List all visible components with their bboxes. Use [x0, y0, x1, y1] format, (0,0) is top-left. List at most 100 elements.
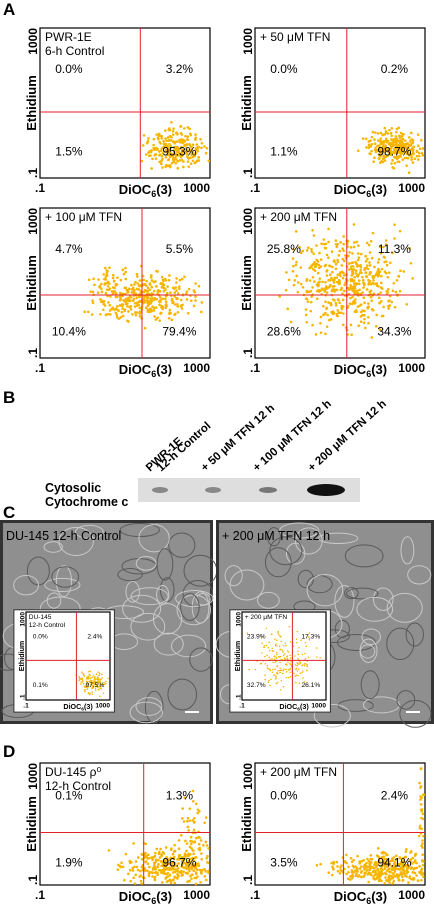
event-dot — [154, 153, 158, 156]
event-dot — [107, 677, 110, 680]
x-label-sub: 6 — [297, 706, 300, 712]
event-dot — [349, 283, 352, 287]
event-dot — [99, 685, 102, 688]
event-dot — [391, 138, 394, 142]
event-dot — [82, 679, 84, 681]
event-dot — [320, 242, 323, 246]
event-dot — [173, 149, 177, 152]
event-dot — [84, 686, 86, 689]
event-dot — [378, 328, 382, 331]
event-dot — [422, 875, 425, 879]
event-dot — [324, 300, 327, 304]
quadrant-percent: 0.1% — [55, 789, 83, 803]
event-dot — [328, 264, 331, 267]
event-dot — [305, 645, 308, 648]
x-tick-label: .1 — [35, 361, 45, 375]
event-dot — [138, 295, 141, 299]
y-tick-label: .1 — [241, 348, 255, 358]
event-dot — [180, 154, 183, 158]
event-dot — [198, 846, 202, 850]
event-dot — [129, 308, 133, 311]
event-dot — [205, 856, 208, 860]
event-dot — [181, 138, 185, 142]
event-dot — [137, 303, 141, 307]
event-dot — [285, 271, 288, 274]
event-dot — [133, 283, 136, 286]
event-dot — [152, 306, 156, 310]
event-dot — [103, 266, 107, 270]
cell-texture — [51, 566, 80, 588]
event-dot — [331, 298, 335, 301]
event-dot — [165, 304, 168, 308]
event-dot — [390, 134, 393, 138]
event-dot — [164, 129, 167, 132]
event-dot — [203, 868, 206, 871]
event-dot — [384, 851, 387, 855]
event-dot — [207, 846, 210, 850]
event-dot — [333, 290, 336, 293]
event-dot — [93, 677, 96, 679]
event-dot — [388, 141, 392, 145]
event-dot — [362, 286, 365, 289]
cell-texture — [386, 592, 423, 623]
event-dot — [96, 682, 98, 684]
event-dot — [192, 865, 195, 868]
event-dot — [264, 655, 266, 658]
event-dot — [161, 166, 164, 169]
event-dot — [184, 871, 188, 875]
event-dot — [350, 876, 354, 880]
event-dot — [148, 282, 152, 285]
event-dot — [400, 860, 403, 864]
event-dot — [312, 252, 316, 256]
event-dot — [310, 247, 313, 251]
event-dot — [263, 646, 265, 649]
event-dot — [127, 310, 130, 313]
event-dot — [155, 133, 159, 136]
event-dot — [186, 816, 190, 820]
event-dot — [417, 154, 421, 158]
event-dot — [350, 274, 354, 277]
event-dot — [194, 152, 197, 155]
event-dot — [376, 139, 380, 142]
event-dot — [181, 856, 185, 859]
event-dot — [151, 296, 154, 300]
event-dot — [386, 853, 389, 857]
event-dot — [276, 645, 278, 647]
event-dot — [356, 292, 359, 295]
cell-texture — [306, 573, 344, 607]
cell-texture — [119, 523, 160, 538]
quadrant-percent: 26.1% — [302, 682, 321, 689]
event-dot — [285, 676, 287, 679]
event-dot — [155, 285, 158, 288]
event-dot — [292, 283, 296, 287]
plot-title: + 200 μM TFN — [260, 210, 337, 224]
event-dot — [305, 663, 307, 665]
cell-texture — [224, 565, 243, 587]
cell-cloud — [75, 670, 110, 698]
event-dot — [152, 143, 155, 147]
quadrant-percent: 1.5% — [55, 145, 83, 159]
event-dot — [150, 856, 153, 859]
event-dot — [334, 262, 338, 266]
event-dot — [378, 856, 381, 859]
event-dot — [174, 161, 177, 165]
cell-texture — [399, 699, 432, 728]
event-dot — [189, 842, 193, 846]
event-dot — [372, 282, 376, 286]
event-dot — [386, 290, 389, 294]
event-dot — [392, 167, 396, 170]
event-dot — [401, 147, 404, 151]
event-dot — [175, 281, 178, 284]
event-dot — [402, 142, 405, 146]
event-dot — [172, 146, 176, 149]
event-dot — [367, 146, 371, 150]
event-dot — [269, 684, 271, 687]
event-dot — [370, 149, 373, 153]
event-dot — [333, 276, 337, 280]
event-dot — [102, 692, 105, 695]
event-dot — [374, 131, 377, 134]
x-label-end: (3) — [300, 703, 309, 711]
event-dot — [190, 299, 193, 303]
event-dot — [194, 836, 198, 840]
event-dot — [98, 672, 101, 675]
